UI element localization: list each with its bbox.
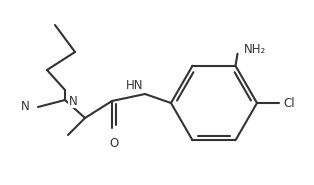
Text: O: O: [109, 137, 119, 150]
Text: Cl: Cl: [283, 97, 295, 110]
Text: N: N: [69, 95, 78, 107]
Text: HN: HN: [126, 79, 143, 92]
Text: N: N: [21, 100, 30, 112]
Text: NH₂: NH₂: [243, 43, 266, 56]
